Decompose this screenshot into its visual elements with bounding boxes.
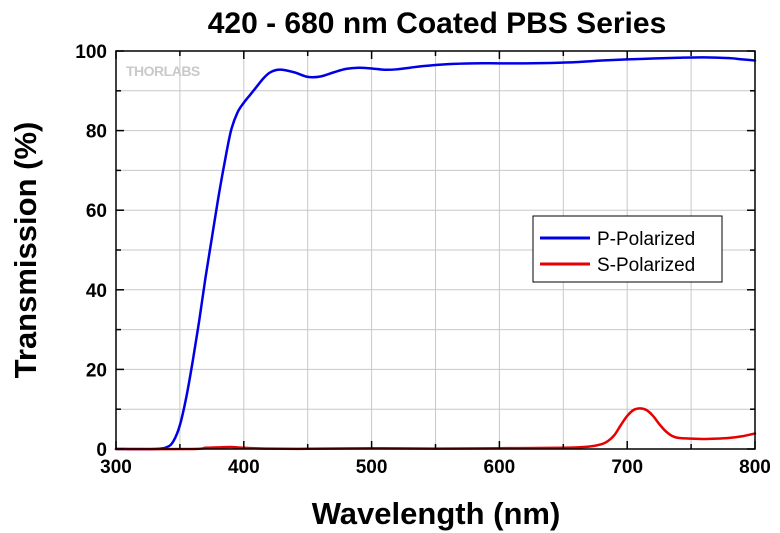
y-tick-label: 100 [75,42,107,63]
chart-title: 420 - 680 nm Coated PBS Series [208,7,667,40]
y-tick-label: 60 [86,201,107,222]
y-tick-label: 80 [86,122,107,143]
x-tick-label: 800 [739,457,771,478]
y-tick-label: 0 [96,440,107,461]
y-tick-label: 20 [86,360,107,381]
watermark-layer: THORLABS [126,63,200,79]
x-tick-label: 500 [356,457,388,478]
legend: P-Polarized S-Polarized [532,215,723,283]
x-tick-label: 400 [228,457,260,478]
x-axis-label: Wavelength (nm) [312,496,561,531]
thorlabs-watermark: THORLABS [126,63,200,79]
x-tick-label: 300 [100,457,132,478]
legend-label-p-polarized: P-Polarized [597,229,695,250]
ticks: 300 400 500 600 700 800 0 20 40 60 80 100 [75,42,771,478]
y-axis-label: Transmission (%) [8,122,43,379]
y-tick-label: 40 [86,281,107,302]
legend-label-s-polarized: S-Polarized [597,255,695,276]
x-tick-label: 600 [484,457,516,478]
x-tick-label: 700 [611,457,643,478]
series-line-p-polarized [114,56,757,451]
legend-box [532,215,723,283]
